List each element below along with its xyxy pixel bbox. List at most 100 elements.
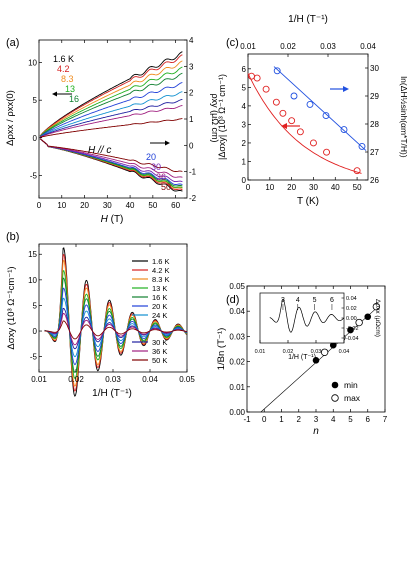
panel-b-xtick-label: 0.05 <box>179 375 195 384</box>
panel-a-left-arrow <box>52 91 72 97</box>
panel-c-top-xtick-label: 0.04 <box>360 42 376 51</box>
panel-a-hall-curve <box>39 138 183 172</box>
panel-d-xtick-label: 3 <box>314 415 319 424</box>
panel-a-temp-label: 30 <box>151 162 161 172</box>
panel-label-c: (c) <box>226 37 239 49</box>
panel-a-mr-curve <box>39 54 183 137</box>
inset-ytick-label: 0.00 <box>346 316 357 322</box>
panel-d-xtick-label: 7 <box>383 415 388 424</box>
panel-c-ylabel-right: ln(ΔH½sinh(αm*T/H)) <box>399 76 409 158</box>
panel-a-mr-curve <box>39 60 183 137</box>
panel-c-xlabel: T (K) <box>297 196 319 207</box>
panel-a-temp-label: 36 <box>156 172 166 182</box>
panel-a-temp-label: 13 <box>65 84 75 94</box>
panel-b-xtick-label: 0.01 <box>31 375 47 384</box>
panel-a-temp-label: 4.2 <box>57 64 70 74</box>
panel-d-legend-min-label: min <box>344 380 358 390</box>
panel-b-xlabel: 1/H (T⁻¹) <box>92 388 132 399</box>
panel-c-xtick-label: 10 <box>265 183 274 192</box>
panel-c-left-ytick-label: 6 <box>242 65 247 74</box>
inset-peak-label: 5 <box>313 297 317 304</box>
panel-d-ytick-label: 0.01 <box>229 383 245 392</box>
panel-c-xtick-label: 50 <box>353 183 362 192</box>
panel-a-left-ytick-label: 10 <box>28 59 37 68</box>
panel-b-legend-label: 50 K <box>152 356 167 365</box>
panel-c-left-ytick-label: 3 <box>242 120 247 129</box>
panel-a-mr-curve <box>39 91 183 138</box>
panel-d-ylabel: 1/Bn (T⁻¹) <box>216 328 227 371</box>
panel-a-left-ytick-label: -5 <box>30 171 38 180</box>
panel-a-xtick-label: 60 <box>171 201 180 210</box>
panel-b-ytick-label: 10 <box>28 276 37 285</box>
panel-b-ytick-label: 15 <box>28 250 37 259</box>
panel-a-hall-curve <box>39 138 183 178</box>
panel-c-blue-point <box>322 112 330 120</box>
panel-a-right-ytick-label: 2 <box>189 89 194 98</box>
panel-a-xtick-label: 50 <box>148 201 157 210</box>
panel-b-legend-label: 36 K <box>152 347 167 356</box>
panel-d-inset: 0.01 0.02 0.03 0.04 -0.04-0.020.000.020.04 … <box>255 292 381 361</box>
panel-c: (c) 0 10 20 30 40 50 0.01 0.02 0.03 0.04 0 1 2 3 4 5 6… <box>217 14 409 207</box>
panel-d-ytick-label: 0.04 <box>229 307 245 316</box>
panel-a-temp-label: 50 <box>161 182 171 192</box>
panel-b: (b) 0.01 0.02 0.03 0.04 0.05 -5 0 5 10 15 1.6 K4… <box>6 231 195 399</box>
panel-label-a: (a) <box>6 37 19 49</box>
panel-a-temp-label: 8.3 <box>61 74 74 84</box>
panel-c-red-point <box>353 167 361 175</box>
inset-frame <box>259 292 345 344</box>
panel-a-temp-label: 20 <box>146 152 156 162</box>
panel-d-min-point <box>364 313 372 321</box>
panel-d-xtick-label: 6 <box>366 415 371 424</box>
panel-b-ytick-label: 5 <box>33 301 38 310</box>
panel-d-xtick-label: 4 <box>331 415 336 424</box>
panel-c-top-xtick-label: 0.03 <box>320 42 336 51</box>
panel-a-left-ytick-label: 0 <box>33 134 38 143</box>
panel-b-legend-label: 4.2 K <box>152 266 170 275</box>
panel-c-blue-arrow <box>330 86 349 92</box>
panel-b-ylabel: Δσxy (10³ Ω⁻¹cm⁻¹) <box>6 266 17 349</box>
panel-d-legend-max-marker <box>331 394 339 402</box>
panel-c-blue-point <box>340 126 348 134</box>
inset-peak-label: 3 <box>281 297 285 304</box>
panel-c-left-ytick-label: 2 <box>242 139 247 148</box>
panel-b-legend-label: 20 K <box>152 302 167 311</box>
panel-a-right-ytick-label: 0 <box>189 141 194 150</box>
panel-a-ylabel-right: ρxy (μΩ cm) <box>210 93 220 142</box>
panel-c-top-xlabel: 1/H (T⁻¹) <box>288 14 328 25</box>
panel-d-ytick-label: 0.02 <box>229 358 245 367</box>
panel-a-right-ytick-label: 3 <box>189 62 194 71</box>
inset-xtick-label: 0.02 <box>283 349 294 355</box>
panel-c-right-ytick-label: 28 <box>370 120 379 129</box>
panel-c-red-point <box>296 128 304 136</box>
panel-a-xtick-label: 0 <box>37 201 42 210</box>
inset-ylabel: Δρxx (μΩcm) <box>374 299 381 337</box>
panel-b-legend-label: 16 K <box>152 293 167 302</box>
inset-curve <box>269 298 344 333</box>
panel-b-curve <box>44 320 187 340</box>
panel-a-right-ytick-label: 4 <box>189 36 194 45</box>
panel-d-ytick-label: 0.03 <box>229 332 245 341</box>
panel-label-b: (b) <box>6 231 19 243</box>
inset-xtick-label: 0.03 <box>311 349 322 355</box>
panel-c-red-point <box>272 98 280 106</box>
panel-c-right-ytick-label: 30 <box>370 64 379 73</box>
panel-b-legend-label: 8.3 K <box>152 275 170 284</box>
panel-a-mr-curve <box>39 66 183 137</box>
inset-peak-label: 6 <box>330 297 334 304</box>
panel-a-annotation: H // c <box>88 145 111 156</box>
panel-a-mr-curve <box>39 51 183 137</box>
inset-xtick-label: 0.04 <box>339 349 350 355</box>
panel-d-xtick-label: 2 <box>297 415 302 424</box>
panel-a-mr-curve <box>39 98 183 138</box>
panel-c-ylabel-left: |Δσxy| (10³ Ω⁻¹ cm⁻¹) <box>217 74 227 160</box>
inset-ytick-label: -0.04 <box>346 336 359 342</box>
panel-c-blue-point <box>358 142 366 150</box>
panel-b-xtick-label: 0.03 <box>105 375 121 384</box>
panel-a-right-arrow <box>150 140 170 146</box>
panel-d-ytick-label: 0.00 <box>229 408 245 417</box>
panel-c-top-xtick-label: 0.02 <box>280 42 296 51</box>
panel-a-mr-curve <box>39 118 183 138</box>
panel-b-xtick-label: 0.02 <box>68 375 84 384</box>
